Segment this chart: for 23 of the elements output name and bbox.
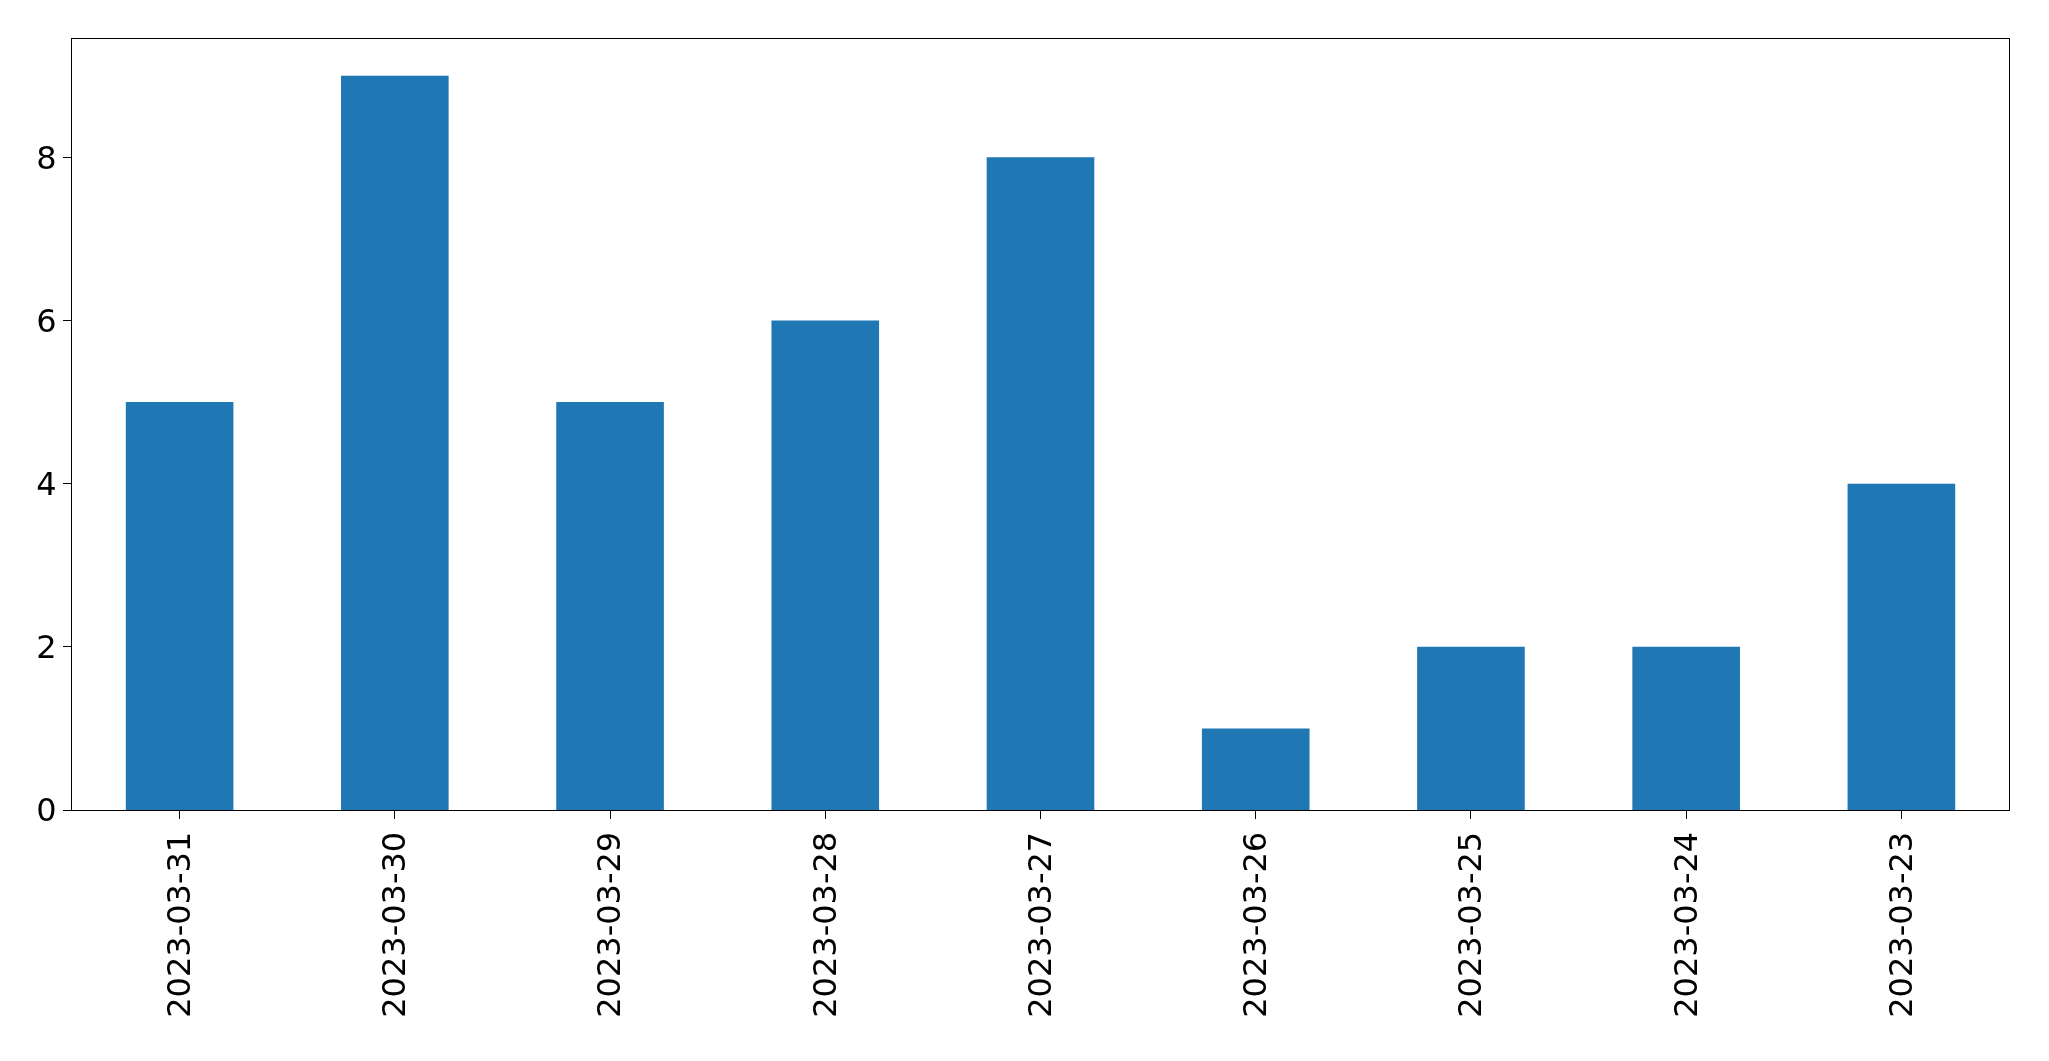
bar (1417, 646, 1525, 810)
bar (1201, 728, 1310, 810)
x-tick-label: 2023-03-28 (805, 831, 844, 1018)
x-tick-label: 2023-03-31 (160, 831, 199, 1018)
x-tick-label: 2023-03-25 (1451, 831, 1490, 1018)
x-tick-label: 2023-03-24 (1666, 831, 1705, 1018)
bar (1847, 483, 1956, 810)
y-tick-label: 4 (36, 464, 57, 503)
bar (556, 402, 664, 810)
bar (341, 75, 449, 810)
bar (771, 320, 880, 810)
x-tick-label: 2023-03-26 (1236, 831, 1275, 1018)
x-tick-label: 2023-03-27 (1020, 831, 1059, 1018)
y-tick-label: 0 (36, 791, 57, 830)
y-tick-label: 6 (36, 301, 57, 340)
y-tick-label: 2 (36, 628, 57, 667)
x-tick-label: 2023-03-23 (1881, 831, 1920, 1018)
x-tick-label: 2023-03-30 (375, 831, 414, 1018)
x-tick-label: 2023-03-29 (590, 831, 629, 1018)
bar (125, 402, 234, 810)
bar (986, 157, 1095, 810)
bar (1632, 646, 1740, 810)
y-tick-label: 8 (36, 138, 57, 177)
